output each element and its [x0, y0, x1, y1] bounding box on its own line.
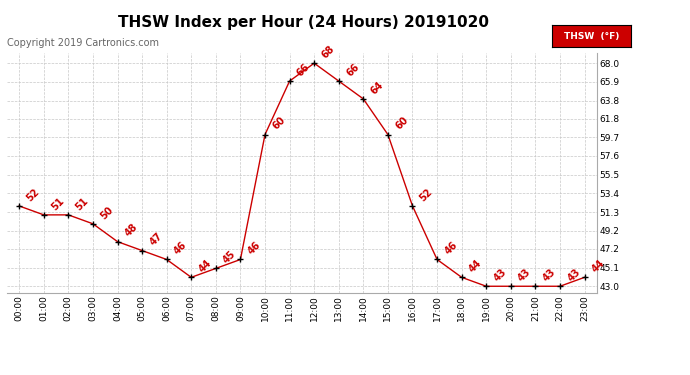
Text: THSW Index per Hour (24 Hours) 20191020: THSW Index per Hour (24 Hours) 20191020	[118, 15, 489, 30]
Text: 52: 52	[25, 186, 41, 203]
Text: 43: 43	[541, 267, 558, 284]
Text: 60: 60	[393, 115, 410, 132]
Text: 66: 66	[344, 62, 361, 78]
Text: 50: 50	[99, 204, 115, 221]
Text: THSW  (°F): THSW (°F)	[564, 32, 620, 40]
Text: 44: 44	[590, 258, 607, 274]
Text: 68: 68	[319, 44, 337, 60]
Text: 51: 51	[49, 195, 66, 212]
Text: 66: 66	[295, 62, 312, 78]
Text: 43: 43	[566, 267, 582, 284]
Text: 46: 46	[442, 240, 460, 257]
Text: 47: 47	[148, 231, 164, 248]
Text: 44: 44	[467, 258, 484, 274]
Text: 45: 45	[221, 249, 238, 266]
Text: 64: 64	[369, 80, 386, 96]
Text: 43: 43	[492, 267, 509, 284]
Text: 46: 46	[246, 240, 263, 257]
Text: 46: 46	[172, 240, 189, 257]
Text: 44: 44	[197, 258, 213, 274]
Text: 48: 48	[123, 222, 140, 239]
Text: 52: 52	[418, 186, 435, 203]
Text: 60: 60	[270, 115, 287, 132]
Text: Copyright 2019 Cartronics.com: Copyright 2019 Cartronics.com	[7, 38, 159, 48]
Text: 43: 43	[516, 267, 533, 284]
Text: 51: 51	[74, 195, 90, 212]
